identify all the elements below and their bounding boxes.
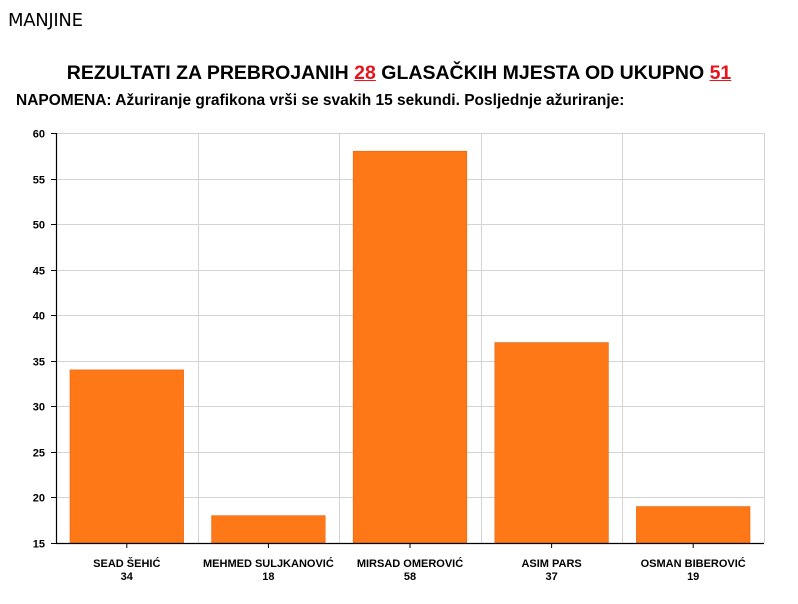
headline-middle: GLASAČKIH MJESTA OD UKUPNO [375, 62, 710, 84]
section-title: MANJINE [8, 10, 83, 31]
y-tick-label: 40 [33, 311, 45, 323]
total-stations-count: 51 [709, 62, 732, 84]
y-tick-label: 35 [33, 357, 45, 369]
bar [211, 515, 326, 544]
x-value-label: 34 [121, 571, 134, 583]
chart-headline: REZULTATI ZA PREBROJANIH 28 GLASAČKIH MJ… [0, 62, 798, 85]
y-tick-label: 25 [33, 448, 45, 460]
x-value-label: 37 [545, 571, 557, 583]
y-tick-label: 45 [33, 266, 45, 278]
x-category-label: MEHMED SULJKANOVIĆ [203, 557, 334, 570]
bar [494, 342, 609, 544]
counted-stations-count: 28 [354, 62, 376, 84]
axes [55, 133, 764, 548]
y-tick-label: 30 [33, 402, 45, 414]
y-tick-label: 55 [33, 175, 45, 187]
x-value-label: 18 [262, 571, 274, 583]
y-axis-ticks: 15 20 25 30 35 40 45 50 55 60 [33, 129, 56, 551]
bars [69, 150, 751, 544]
y-tick-label: 60 [33, 129, 45, 141]
bar [636, 506, 751, 544]
x-category-label: MIRSAD OMEROVIĆ [357, 557, 463, 570]
y-tick-label: 20 [33, 493, 45, 505]
y-tick-label: 50 [33, 220, 45, 232]
x-category-label: ASIM PARS [521, 558, 581, 570]
x-category-label: OSMAN BIBEROVIĆ [641, 557, 746, 570]
headline-prefix: REZULTATI ZA PREBROJANIH [66, 62, 355, 84]
update-note: NAPOMENA: Ažuriranje grafikona vrši se s… [16, 92, 625, 109]
x-value-label: 58 [404, 571, 416, 583]
x-category-label: SEAD ŠEHIĆ [93, 557, 160, 570]
bar [352, 150, 468, 544]
x-value-label: 19 [687, 571, 699, 583]
y-tick-label: 15 [33, 539, 45, 551]
bar [69, 369, 184, 544]
